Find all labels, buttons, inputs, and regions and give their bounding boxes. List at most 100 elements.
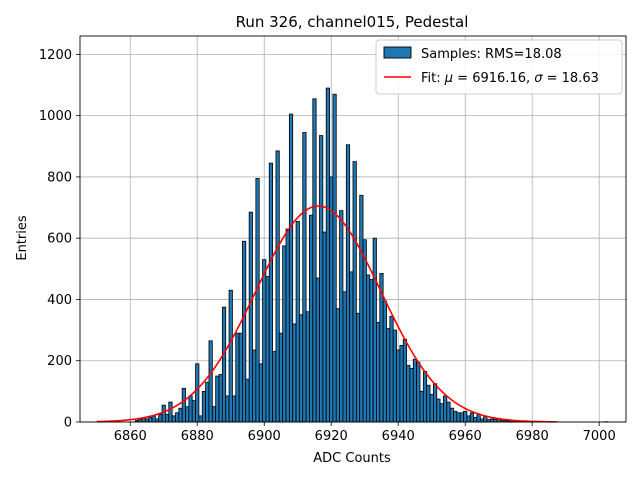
histogram-bar [249,212,252,422]
histogram-bar [333,94,336,422]
histogram-bar [420,391,423,422]
histogram-bar [216,376,219,422]
chart-title: Run 326, channel015, Pedestal [236,13,469,31]
histogram-bar [309,215,312,422]
histogram-bar [373,238,376,422]
histogram-bar [149,417,152,422]
histogram-bar [179,408,182,422]
histogram-bar [303,133,306,423]
legend-mu-symbol: μ [444,71,453,86]
histogram-bar [313,99,316,422]
y-tick-label: 600 [47,232,72,247]
y-tick-label: 1000 [39,109,72,124]
histogram-bar [162,405,165,422]
histogram-bar [410,368,413,422]
histogram-bar [363,240,366,422]
histogram-bar [340,211,343,422]
histogram-bar [413,359,416,422]
histogram-bar [316,278,319,422]
histogram-bar [417,362,420,422]
histogram-bar [323,232,326,422]
histogram-bar [440,404,443,422]
histogram-bar [490,419,493,422]
histogram-bar [484,416,487,422]
histogram-bar [370,280,373,422]
histogram-bar [397,350,400,422]
histogram-bar [226,396,229,422]
histogram-bar [477,414,480,422]
histogram-bar [202,391,205,422]
histogram-bar [326,88,329,422]
histogram-bar [169,402,172,422]
legend-sigma-value: = 18.63 [542,71,598,86]
histogram-bar [343,292,346,422]
histogram-bar [256,178,259,422]
histogram-bar [346,145,349,422]
histogram-bar [289,114,292,422]
histogram-bar [192,401,195,422]
histogram-bar [222,307,225,422]
histogram-bar [353,162,356,422]
histogram-bar [423,371,426,422]
histogram-bar [464,411,467,422]
histogram-bar [376,322,379,422]
y-tick-label: 1200 [39,48,72,63]
histogram-bar [350,272,353,422]
y-axis-label: Entries [15,215,30,261]
x-tick-label: 6860 [114,429,147,444]
x-tick-label: 6940 [382,429,415,444]
histogram-bar [159,414,162,422]
histogram-bar [366,275,369,422]
histogram-bar [165,414,168,422]
histogram-bar [172,416,175,422]
histogram-bar [430,394,433,422]
histogram-bar [470,413,473,422]
histogram-bar [299,315,302,422]
histogram-bar [447,402,450,422]
histogram-bar [239,333,242,422]
histogram-bar [467,416,470,422]
legend-fit-label: Fit: μ = 6916.16, σ = 18.63 [421,71,599,86]
histogram-bar [246,379,249,422]
x-tick-label: 7000 [583,429,616,444]
histogram-bar [330,177,333,422]
histogram-bar [427,385,430,422]
histogram-bar [259,364,262,422]
histogram-bar [320,136,323,422]
histogram-bar [189,396,192,422]
legend-mu-value: = 6916.16, [453,71,534,86]
histogram-bar [356,313,359,422]
histogram-bar [433,384,436,422]
histogram-bar [236,333,239,422]
y-tick-label: 400 [47,293,72,308]
histogram-bar [199,416,202,422]
x-tick-label: 6960 [449,429,482,444]
x-tick-label: 6920 [315,429,348,444]
histogram-bar [407,365,410,422]
histogram-bar [286,229,289,422]
histogram-bar [306,312,309,422]
histogram-bar [142,418,145,422]
histogram-bar [273,352,276,422]
histogram-bar [387,329,390,422]
histogram-bar [206,382,209,422]
histogram-bar [383,301,386,422]
histogram-bar [360,195,363,422]
histogram-bar [269,163,272,422]
x-tick-label: 6900 [248,429,281,444]
y-tick-label: 800 [47,170,72,185]
histogram-bar [229,290,232,422]
histogram-bar [175,413,178,422]
histogram-bar [155,419,158,422]
legend: Samples: RMS=18.08 Fit: μ = 6916.16, σ =… [376,40,622,94]
histogram-bar [390,316,393,422]
x-tick-label: 6880 [181,429,214,444]
histogram-bar [212,407,215,422]
histogram-bar [209,341,212,422]
legend-fit-prefix: Fit: [421,71,445,86]
histogram-bar [474,417,477,422]
histogram-bar [145,419,148,422]
histogram-bar [480,419,483,422]
histogram-bar [263,260,266,422]
